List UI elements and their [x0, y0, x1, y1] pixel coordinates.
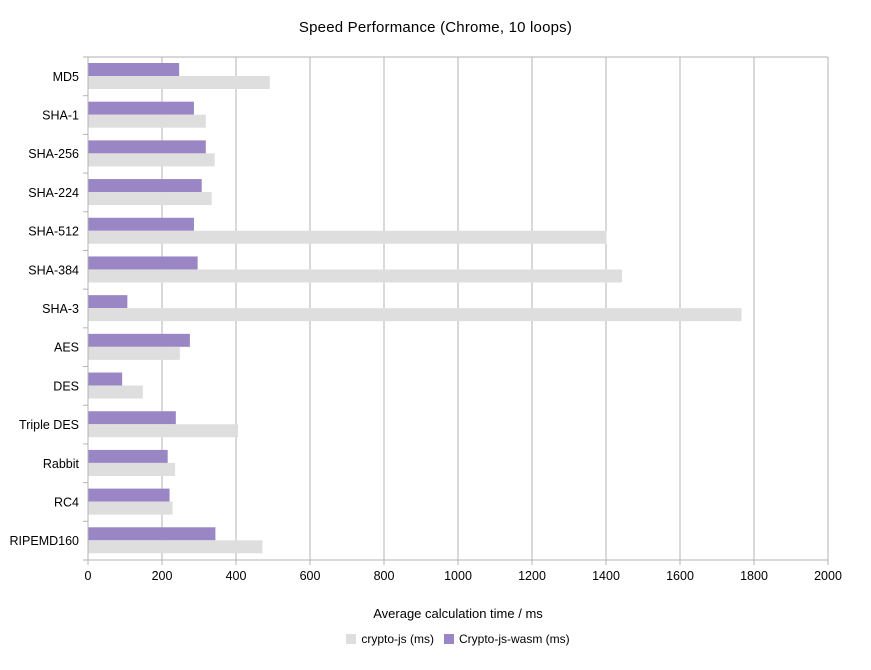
bar-crypto-js	[88, 424, 238, 438]
bar-crypto-js-wasm	[88, 140, 206, 154]
y-category-label: SHA-384	[28, 263, 79, 277]
x-tick-label: 1200	[518, 569, 546, 583]
bar-crypto-js-wasm	[88, 333, 190, 347]
x-tick-label: 400	[226, 569, 247, 583]
bar-crypto-js	[88, 75, 270, 89]
bar-crypto-js	[88, 385, 143, 399]
x-tick-label: 600	[300, 569, 321, 583]
y-category-label: RIPEMD160	[10, 534, 80, 548]
bar-crypto-js	[88, 269, 623, 283]
bar-crypto-js-wasm	[88, 449, 168, 463]
bar-crypto-js	[88, 192, 212, 206]
x-tick-label: 1800	[740, 569, 768, 583]
bar-crypto-js	[88, 346, 180, 360]
bar-crypto-js-wasm	[88, 217, 194, 231]
bar-crypto-js	[88, 153, 215, 167]
y-category-label: AES	[54, 341, 79, 355]
chart-title: Speed Performance (Chrome, 10 loops)	[298, 19, 573, 36]
bar-crypto-js-wasm	[88, 62, 180, 76]
y-category-label: SHA-256	[28, 147, 79, 161]
bar-crypto-js-wasm	[88, 295, 128, 309]
bar-crypto-js-wasm	[88, 101, 194, 115]
legend-swatch-crypto-js-icon	[346, 634, 357, 644]
bar-crypto-js	[88, 230, 607, 244]
x-tick-label: 0	[85, 569, 92, 583]
bar-crypto-js	[88, 114, 206, 128]
x-tick-label: 2000	[814, 569, 842, 583]
bar-crypto-js	[88, 540, 263, 554]
y-category-label: SHA-3	[42, 302, 79, 316]
x-tick-label: 200	[152, 569, 173, 583]
bar-crypto-js	[88, 501, 173, 515]
legend-label-crypto-js: crypto-js (ms)	[361, 632, 434, 646]
bar-crypto-js-wasm	[88, 527, 216, 541]
bar-crypto-js-wasm	[88, 179, 202, 193]
y-category-label: Rabbit	[43, 457, 80, 471]
bar-crypto-js-wasm	[88, 256, 198, 270]
legend-swatch-crypto-js-wasm-icon	[444, 634, 454, 644]
y-category-label: DES	[53, 379, 79, 393]
y-category-label: SHA-1	[42, 109, 79, 123]
x-tick-label: 1400	[592, 569, 620, 583]
y-category-label: SHA-224	[28, 186, 79, 200]
x-tick-label: 1600	[666, 569, 694, 583]
y-category-label: RC4	[54, 495, 79, 509]
bar-crypto-js-wasm	[88, 372, 123, 386]
y-category-label: SHA-512	[28, 225, 79, 239]
bar-crypto-js-wasm	[88, 411, 176, 425]
y-category-label: MD5	[53, 70, 79, 84]
legend-label-crypto-js-wasm: Crypto-js-wasm (ms)	[459, 632, 570, 646]
x-axis-title: Average calculation time / ms	[373, 606, 543, 621]
bar-crypto-js	[88, 462, 176, 476]
legend-item-crypto-js-wasm: Crypto-js-wasm (ms)	[444, 632, 570, 646]
x-tick-label: 1000	[444, 569, 472, 583]
legend-item-crypto-js: crypto-js (ms)	[346, 632, 434, 646]
x-tick-label: 800	[374, 569, 395, 583]
y-category-label: Triple DES	[19, 418, 79, 432]
bar-crypto-js	[88, 308, 742, 322]
bar-crypto-js-wasm	[88, 488, 170, 502]
legend: crypto-js (ms) Crypto-js-wasm (ms)	[88, 632, 828, 646]
